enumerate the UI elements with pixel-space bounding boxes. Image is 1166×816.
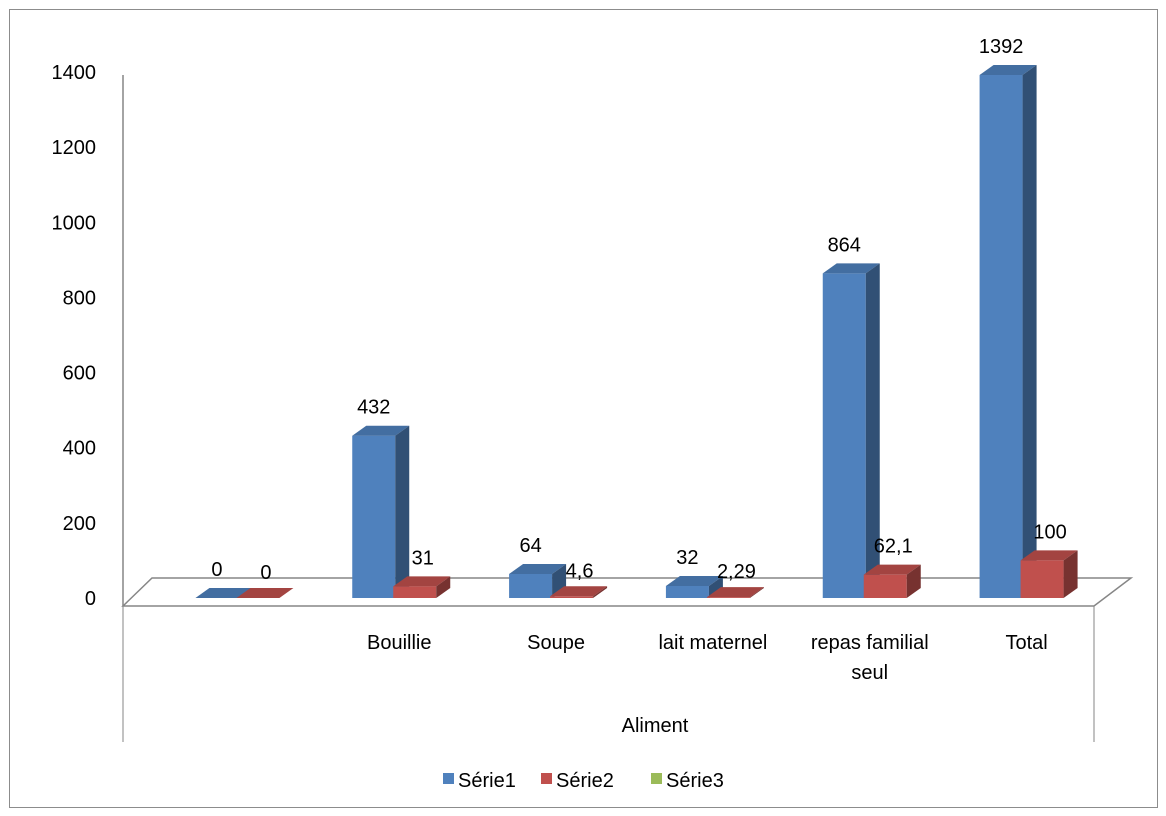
y-tick-label: 1000 — [52, 212, 97, 234]
bar-side — [436, 576, 451, 598]
data-label: 4,6 — [566, 560, 594, 582]
legend-item-Série3: Série3 — [651, 770, 724, 792]
x-tick-label: Total — [1005, 632, 1047, 654]
bar-side — [593, 586, 608, 598]
legend-item-Série1: Série1 — [443, 770, 516, 792]
bar-top — [706, 587, 764, 598]
y-tick-label: 0 — [85, 588, 96, 610]
bar-top — [822, 263, 880, 274]
data-label: 62,1 — [874, 536, 913, 558]
data-label: 0 — [260, 562, 271, 584]
bar-side — [1022, 65, 1037, 598]
y-tick-label: 200 — [63, 513, 96, 535]
bar-Série2-5 — [1020, 550, 1078, 598]
chart-legend: Série1 Série2 Série3 — [443, 770, 724, 792]
bar-Série1-1 — [352, 425, 410, 598]
data-label: 31 — [412, 547, 434, 569]
y-tick-label: 1200 — [52, 137, 97, 159]
bar-side — [906, 564, 921, 598]
x-tick-label: seul — [851, 662, 888, 684]
bar-Série1-5 — [979, 65, 1037, 598]
bar-side — [865, 263, 880, 598]
chart-frame — [9, 9, 1158, 808]
bar-Série1-2 — [509, 563, 567, 598]
bar-front — [979, 75, 1023, 598]
legend-label: Série2 — [556, 770, 614, 792]
bar-front — [863, 574, 907, 598]
bar-top — [352, 425, 410, 436]
legend-item-Série2: Série2 — [541, 770, 614, 792]
bar-top — [236, 588, 294, 598]
legend-swatch — [443, 773, 454, 784]
bar-top — [1020, 550, 1078, 561]
bar-front — [352, 435, 396, 598]
bar-Série2-3 — [706, 587, 764, 598]
bar-top — [979, 65, 1037, 76]
bar-front — [665, 585, 709, 598]
bar-side — [749, 587, 764, 598]
bar-Série2-0 — [236, 588, 294, 598]
bar-Série2-2 — [550, 586, 608, 598]
legend-swatch — [651, 773, 662, 784]
bar-top — [195, 588, 253, 598]
bar-front — [509, 573, 553, 598]
x-tick-label: lait maternel — [658, 632, 767, 654]
data-label: 100 — [1033, 521, 1066, 543]
bar-top — [665, 575, 723, 586]
data-label: 864 — [828, 234, 861, 256]
bar-top — [550, 586, 608, 597]
data-label: 64 — [519, 535, 541, 557]
legend-label: Série1 — [458, 770, 516, 792]
bar-Série2-4 — [863, 564, 921, 598]
chart-bars — [195, 65, 1078, 598]
y-tick-label: 400 — [63, 438, 96, 460]
bar-Série2-1 — [393, 576, 451, 598]
bar-top — [509, 563, 567, 574]
bar-Série1-4 — [822, 263, 880, 598]
bar-Série1-3 — [665, 575, 723, 598]
data-label: 32 — [676, 547, 698, 569]
bar-front — [706, 597, 750, 598]
data-label: 0 — [211, 559, 222, 581]
bar-top — [393, 576, 451, 587]
bar-Série1-0 — [195, 588, 253, 598]
bar-front — [1020, 560, 1064, 598]
bar-top — [863, 564, 921, 575]
data-label: 2,29 — [717, 561, 756, 583]
data-label: 1392 — [979, 36, 1024, 58]
y-tick-label: 1400 — [52, 62, 97, 84]
legend-swatch — [541, 773, 552, 784]
bar-front — [822, 273, 866, 598]
x-tick-label: Soupe — [527, 632, 585, 654]
x-tick-label: Bouillie — [367, 632, 431, 654]
bar-side — [395, 425, 410, 598]
x-axis-title: Aliment — [622, 715, 689, 737]
legend-label: Série3 — [666, 770, 724, 792]
bar-side — [1063, 550, 1078, 598]
bar-front — [550, 596, 594, 598]
bar-side — [708, 575, 723, 598]
x-tick-label: repas familial — [811, 632, 929, 654]
y-tick-label: 600 — [63, 363, 96, 385]
data-label: 432 — [357, 397, 390, 419]
y-tick-label: 800 — [63, 287, 96, 309]
bar-front — [393, 586, 437, 598]
